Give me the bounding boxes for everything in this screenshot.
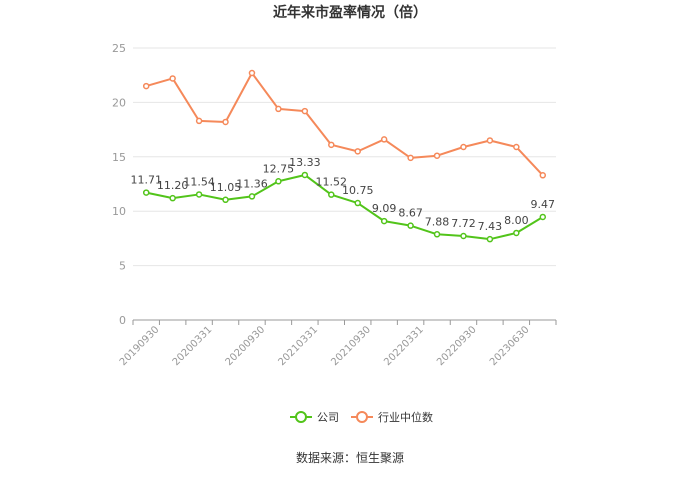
y-tick-label: 5 — [119, 260, 126, 273]
data-point[interactable] — [301, 171, 309, 179]
legend-item-company[interactable]: 公司 — [290, 411, 339, 424]
data-label: 7.43 — [478, 220, 503, 233]
legend-marker — [356, 411, 368, 423]
data-label: 13.33 — [289, 156, 321, 169]
data-point[interactable] — [169, 75, 176, 82]
data-point[interactable] — [460, 143, 467, 151]
y-tick-label: 10 — [112, 205, 126, 218]
data-label: 7.72 — [451, 217, 476, 230]
data-point[interactable] — [328, 141, 335, 149]
data-point[interactable] — [513, 143, 520, 151]
data-point[interactable] — [142, 189, 150, 196]
grid — [133, 47, 556, 267]
data-point[interactable] — [380, 217, 388, 225]
data-point[interactable] — [539, 172, 547, 179]
axes: 0 5 10 15 20 25 20190930 20200331 20200930 202103… — [112, 42, 557, 368]
data-label: 11.05 — [210, 181, 242, 194]
data-point[interactable] — [222, 196, 229, 204]
data-point[interactable] — [248, 193, 256, 200]
data-point[interactable] — [222, 118, 229, 126]
data-point[interactable] — [380, 136, 388, 143]
data-label: 11.52 — [316, 176, 348, 189]
data-point[interactable] — [407, 222, 414, 229]
data-point[interactable] — [513, 229, 520, 237]
legend-marker — [295, 411, 307, 423]
data-point[interactable] — [248, 69, 256, 77]
x-tick-label: 20210930 — [329, 324, 373, 368]
legend-label: 行业中位数 — [378, 410, 433, 424]
series — [142, 69, 547, 243]
series-line — [145, 72, 544, 176]
series-line — [146, 173, 544, 241]
data-point[interactable] — [275, 178, 282, 185]
y-tick-label: 15 — [112, 151, 126, 164]
chart-title: 近年来市盈率情况（倍） — [273, 4, 427, 21]
data-point[interactable] — [354, 199, 361, 207]
data-point[interactable] — [486, 235, 494, 243]
legend-label: 公司 — [317, 411, 339, 424]
data-point[interactable] — [275, 105, 282, 113]
data-point[interactable] — [301, 107, 309, 115]
data-label: 9.09 — [372, 202, 397, 215]
data-label: 12.75 — [263, 162, 295, 175]
source-note: 数据来源：恒生聚源 — [296, 450, 404, 465]
y-tick-label: 20 — [112, 96, 126, 109]
series-company — [142, 171, 547, 243]
data-label: 11.71 — [130, 174, 162, 187]
y-tick-label: 0 — [119, 314, 126, 327]
data-point[interactable] — [142, 82, 150, 90]
data-point[interactable] — [354, 148, 361, 155]
x-tick-label: 20200930 — [224, 324, 268, 368]
x-tick-label: 20230630 — [488, 324, 532, 368]
data-label: 8.67 — [398, 207, 423, 220]
series-industry-median — [142, 69, 547, 179]
data-label: 11.20 — [157, 179, 189, 192]
x-tick-label: 20200331 — [171, 324, 215, 368]
legend[interactable]: 公司 行业中位数 — [290, 410, 433, 424]
data-point[interactable] — [328, 191, 335, 198]
data-point[interactable] — [195, 117, 203, 125]
data-point[interactable] — [407, 154, 414, 162]
data-point[interactable] — [460, 232, 467, 240]
x-tick-label: 20190930 — [118, 324, 162, 368]
data-label: 11.36 — [236, 177, 268, 190]
data-point[interactable] — [539, 213, 547, 221]
data-label: 11.54 — [183, 175, 215, 188]
data-label: 7.88 — [425, 215, 450, 228]
x-tick-label: 20220331 — [382, 324, 426, 368]
x-tick-label: 20210331 — [276, 324, 320, 368]
y-tick-label: 25 — [112, 42, 126, 55]
data-point[interactable] — [486, 137, 494, 144]
data-label: 9.47 — [531, 198, 556, 211]
x-tick-label: 20220930 — [435, 324, 479, 368]
data-point[interactable] — [169, 194, 176, 202]
data-point[interactable] — [433, 231, 441, 238]
data-label: 8.00 — [504, 214, 529, 227]
legend-item-industry-median[interactable]: 行业中位数 — [351, 410, 433, 424]
data-label: 10.75 — [342, 184, 374, 197]
data-point[interactable] — [433, 152, 441, 159]
data-point[interactable] — [195, 191, 203, 198]
